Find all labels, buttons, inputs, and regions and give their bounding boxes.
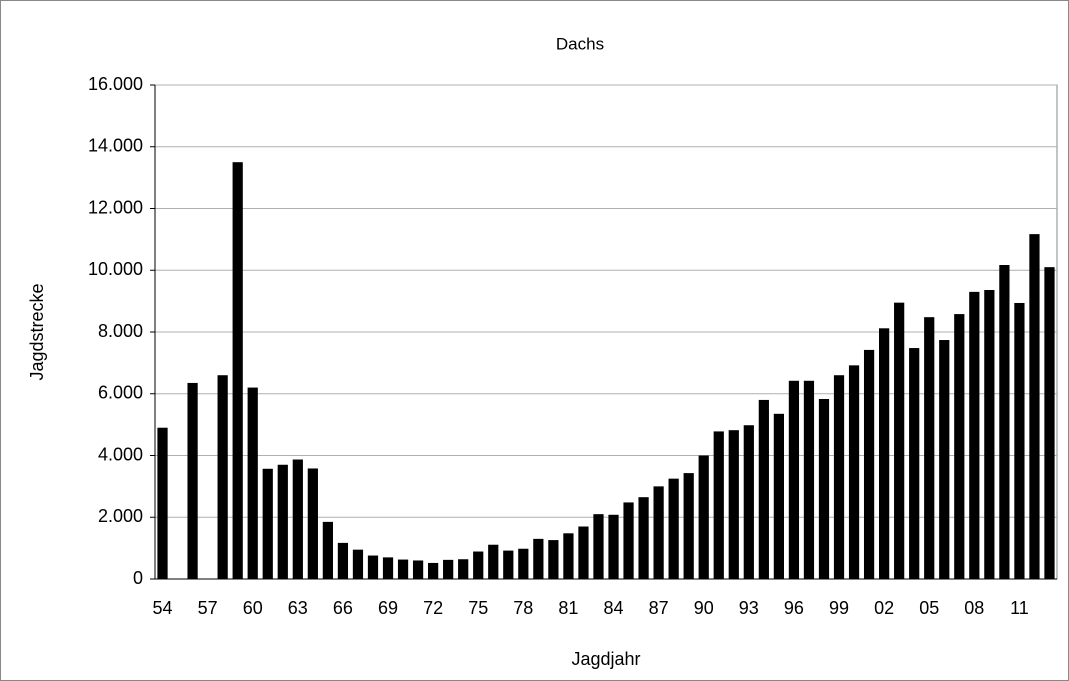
- bar: [924, 317, 935, 579]
- x-tick-label: 96: [784, 598, 804, 618]
- bar: [698, 455, 709, 579]
- y-tick-label: 12.000: [88, 197, 143, 217]
- bar: [999, 265, 1010, 579]
- bar: [563, 533, 574, 579]
- bar: [157, 427, 168, 579]
- x-tick-label: 87: [649, 598, 669, 618]
- bar: [818, 398, 830, 579]
- x-tick-label: 75: [468, 598, 488, 618]
- bar: [743, 425, 754, 579]
- y-tick-label: 0: [133, 568, 143, 588]
- bar: [773, 413, 784, 579]
- x-tick-label: 99: [829, 598, 849, 618]
- bar: [623, 502, 634, 579]
- bar: [428, 562, 439, 579]
- x-tick-label: 72: [423, 598, 443, 618]
- y-tick-label: 2.000: [98, 506, 143, 526]
- bar: [337, 542, 349, 579]
- bar: [879, 328, 890, 579]
- bar: [1014, 302, 1025, 579]
- bar: [608, 514, 619, 579]
- x-tick-label: 90: [694, 598, 714, 618]
- bar: [668, 478, 679, 579]
- x-tick-label: 78: [513, 598, 533, 618]
- bar: [503, 550, 514, 579]
- chart-title: Dachs: [556, 34, 604, 53]
- bar: [518, 548, 529, 579]
- bar: [848, 365, 860, 579]
- bar: [533, 538, 544, 579]
- bar: [728, 430, 739, 579]
- x-tick-label: 54: [153, 598, 173, 618]
- bar: [683, 473, 694, 579]
- bar: [909, 348, 920, 579]
- x-tick-label: 69: [378, 598, 398, 618]
- x-tick-label: 66: [333, 598, 353, 618]
- x-tick-label: 57: [198, 598, 218, 618]
- bar: [367, 555, 379, 579]
- bar: [443, 559, 454, 579]
- x-tick-label: 63: [288, 598, 308, 618]
- bar: [307, 468, 318, 579]
- bar: [788, 380, 800, 579]
- bar: [352, 549, 364, 579]
- bar: [232, 162, 243, 579]
- bar: [833, 375, 845, 579]
- bar: [247, 387, 258, 579]
- bar: [984, 290, 995, 579]
- bar: [803, 380, 815, 579]
- y-tick-label: 10.000: [88, 259, 143, 279]
- bar: [262, 468, 273, 579]
- bar: [458, 559, 469, 579]
- bar: [397, 559, 409, 579]
- x-tick-label: 11: [1010, 598, 1029, 618]
- bar: [187, 382, 198, 579]
- bar: [1029, 234, 1040, 579]
- bar: [322, 521, 333, 579]
- bar: [969, 291, 980, 579]
- y-tick-label: 16.000: [88, 74, 143, 94]
- bar: [954, 314, 965, 579]
- y-axis-label: Jagdstrecke: [27, 283, 47, 380]
- x-tick-label: 93: [739, 598, 759, 618]
- bar: [277, 464, 288, 579]
- y-tick-label: 4.000: [98, 444, 143, 464]
- bar: [488, 544, 499, 579]
- bar: [593, 514, 604, 579]
- x-tick-label: 02: [874, 598, 894, 618]
- y-tick-label: 8.000: [98, 321, 143, 341]
- bar: [939, 340, 950, 579]
- bar: [713, 431, 724, 579]
- bar: [1044, 267, 1055, 579]
- bar: [578, 526, 589, 579]
- bar: [894, 302, 905, 579]
- bar: [638, 497, 649, 579]
- x-tick-label: 84: [604, 598, 624, 618]
- bar: [653, 486, 664, 579]
- bar: [548, 540, 559, 579]
- x-tick-label: 08: [964, 598, 984, 618]
- y-tick-label: 14.000: [88, 136, 143, 156]
- x-tick-label: 05: [919, 598, 939, 618]
- bar: [758, 399, 769, 579]
- bar: [217, 375, 228, 579]
- x-tick-label: 60: [243, 598, 263, 618]
- x-axis-label: Jagdjahr: [571, 649, 640, 669]
- x-tick-label: 81: [558, 598, 578, 618]
- bar: [382, 557, 394, 579]
- bar: [473, 551, 484, 579]
- bar: [863, 349, 875, 579]
- y-tick-label: 6.000: [98, 383, 143, 403]
- bar: [292, 459, 303, 579]
- bar: [412, 560, 424, 579]
